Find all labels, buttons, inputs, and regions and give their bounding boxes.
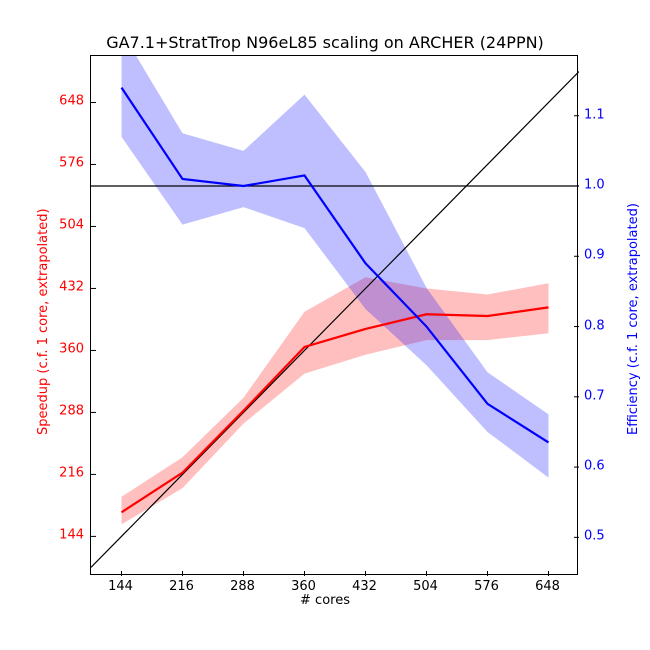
x-tick-label: 360 <box>291 579 316 594</box>
x-tick-label: 432 <box>352 579 377 594</box>
chart-svg <box>91 56 579 576</box>
x-tick-label: 648 <box>535 579 560 594</box>
y-left-tick-label: 648 <box>59 94 84 109</box>
x-tick-label: 288 <box>230 579 255 594</box>
y-right-tick-label: 1.0 <box>584 178 605 193</box>
y-right-tick-label: 0.5 <box>584 529 605 544</box>
y-axis-right-label: Efficiency (c.f. 1 core, extrapolated) <box>626 203 641 435</box>
y-right-tick-label: 0.8 <box>584 318 605 333</box>
y-left-tick-label: 576 <box>59 156 84 171</box>
y-left-tick-label: 288 <box>59 404 84 419</box>
x-tick-label: 504 <box>413 579 438 594</box>
y-right-tick-label: 0.6 <box>584 459 605 474</box>
y-left-tick-label: 360 <box>59 342 84 357</box>
y-right-tick-label: 1.1 <box>584 107 605 122</box>
x-tick-label: 144 <box>108 579 133 594</box>
y-axis-left-label: Speedup (c.f. 1 core, extrapolated) <box>36 208 51 435</box>
x-axis-label: # cores <box>0 593 650 608</box>
y-right-tick-label: 0.9 <box>584 248 605 263</box>
x-tick-label: 216 <box>169 579 194 594</box>
y-left-tick-label: 504 <box>59 218 84 233</box>
y-left-tick-label: 144 <box>59 528 84 543</box>
y-right-tick-label: 0.7 <box>584 388 605 403</box>
y-left-tick-label: 216 <box>59 466 84 481</box>
plot-area <box>90 55 578 575</box>
chart-title: GA7.1+StratTrop N96eL85 scaling on ARCHE… <box>0 33 650 52</box>
y-left-tick-label: 432 <box>59 280 84 295</box>
x-tick-label: 576 <box>474 579 499 594</box>
